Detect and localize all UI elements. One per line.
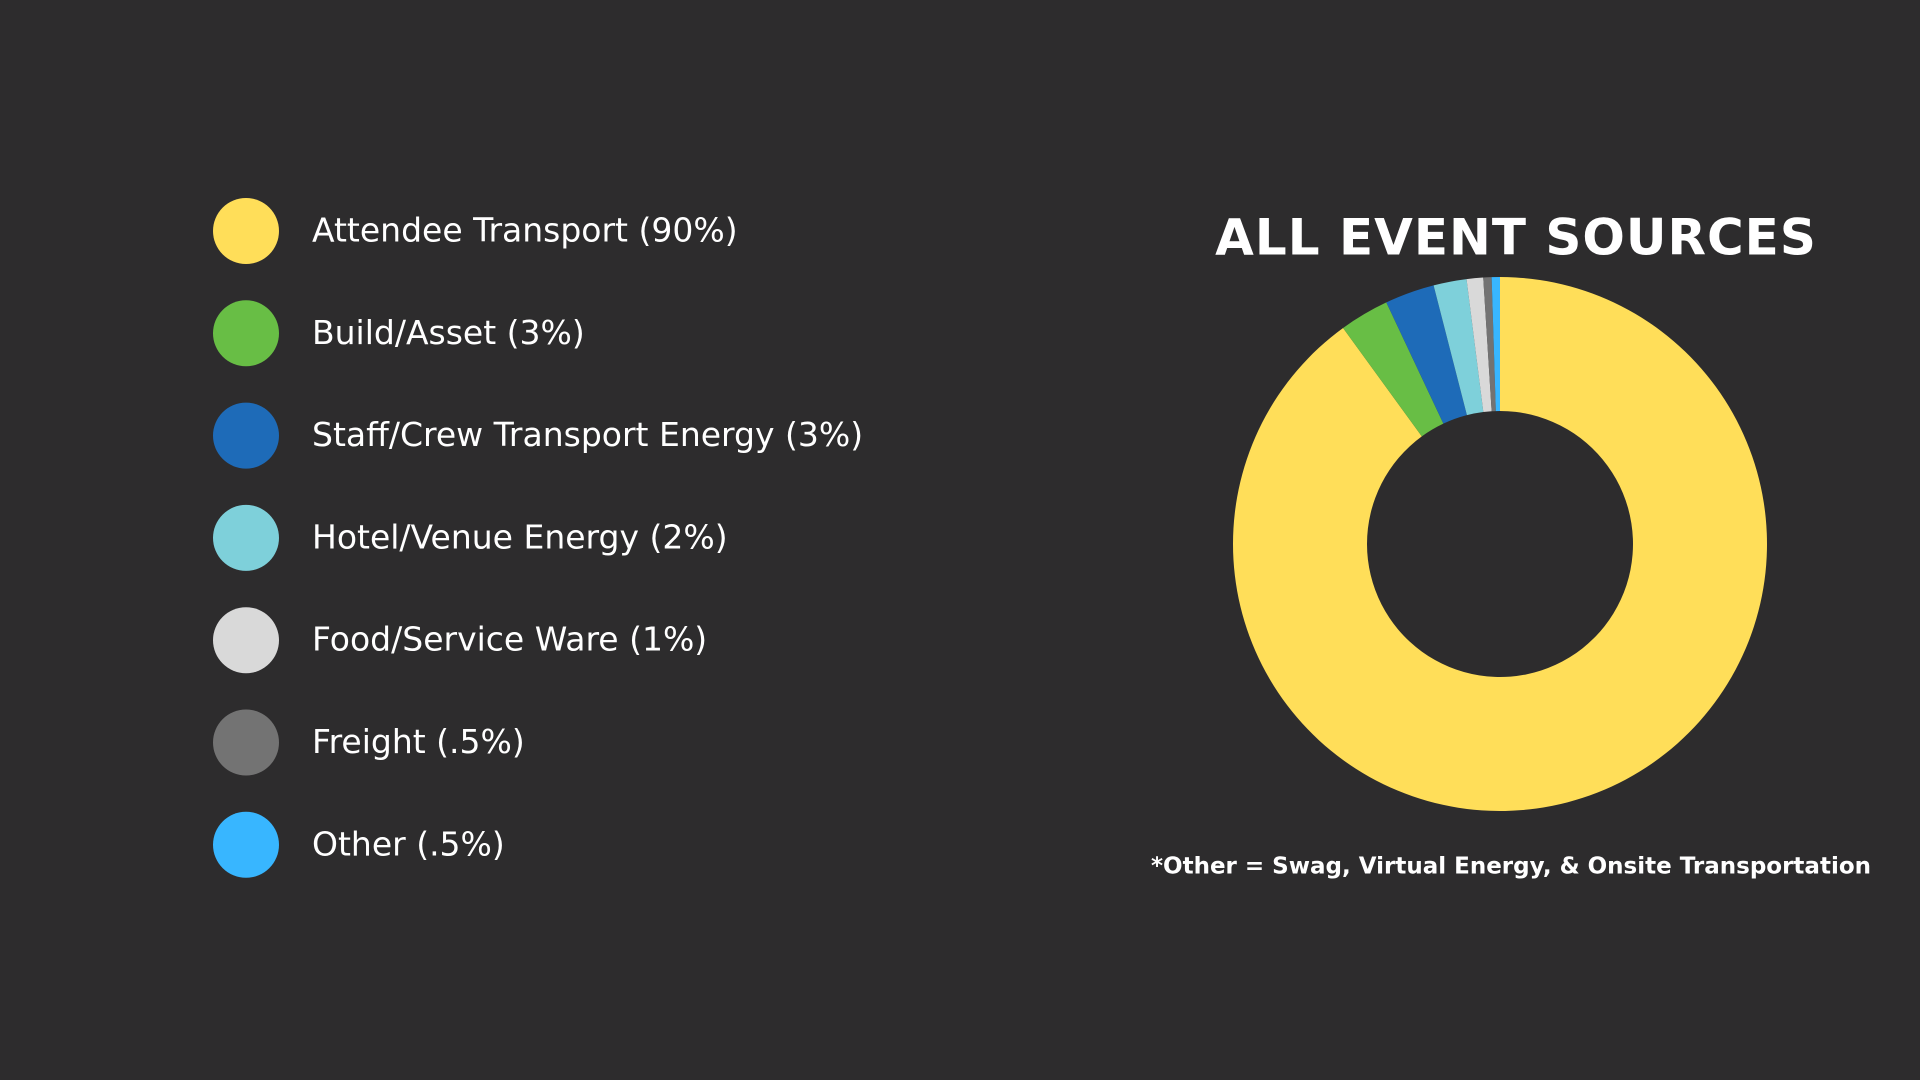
legend-label: Staff/Crew Transport Energy (3%) (312, 415, 863, 454)
donut-slice (1466, 277, 1492, 413)
legend-label: Freight (.5%) (312, 722, 525, 761)
donut-slice (1343, 302, 1444, 437)
chart-title: ALL EVENT SOURCES (1215, 209, 1817, 267)
legend-label: Build/Asset (3%) (312, 313, 585, 352)
legend-swatch (213, 198, 279, 264)
legend-swatch (213, 300, 279, 367)
donut-slice (1386, 285, 1467, 424)
annotation: *Other = Swag, Virtual Energy, & Onsite … (1151, 854, 1871, 880)
donut-slice (1433, 279, 1484, 416)
legend-label: Attendee Transport (90%) (312, 211, 738, 250)
legend-swatch (213, 811, 279, 878)
legend-label: Food/Service Ware (1%) (312, 620, 707, 659)
donut-slice (1483, 277, 1496, 412)
legend-swatch (213, 709, 279, 776)
donut-slice (1232, 277, 1767, 811)
legend-swatch (213, 504, 279, 571)
legend-swatch (213, 607, 279, 674)
legend-label: Other (.5%) (312, 824, 505, 863)
donut-slice (1491, 277, 1500, 412)
legend-label: Hotel/Venue Energy (2%) (312, 517, 728, 556)
legend-swatch (213, 402, 279, 469)
